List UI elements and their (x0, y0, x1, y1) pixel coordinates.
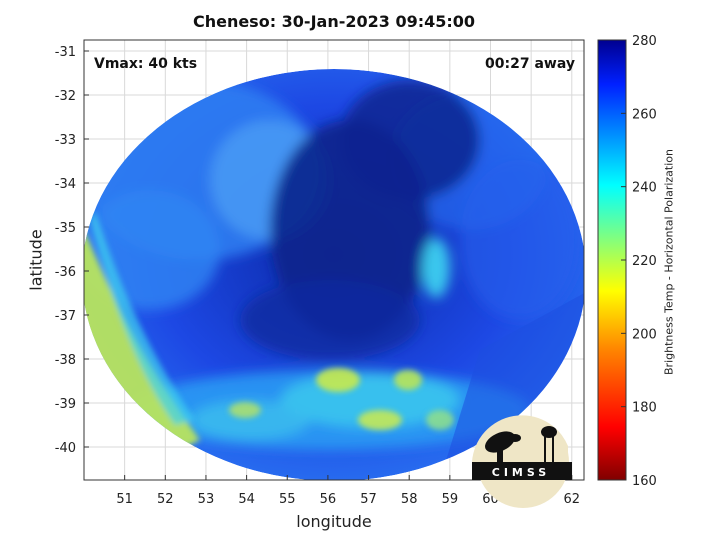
colorbar-tick-label: 180 (632, 401, 657, 416)
axes-frame (83, 39, 585, 481)
y-tick-label: -37 (55, 309, 76, 324)
y-tick-label: -35 (55, 221, 76, 236)
x-tick-label: 53 (198, 492, 215, 507)
cimss-logo: CIMSS (472, 415, 572, 508)
colorbar-tick-label: 240 (632, 181, 657, 196)
y-tick-label: -40 (55, 441, 76, 456)
chart-title: Cheneso: 30-Jan-2023 09:45:00 (192, 12, 476, 31)
colorbar-tick-label: 280 (632, 34, 657, 49)
logo-text: CIMSS (492, 466, 550, 479)
y-tick-label: -38 (55, 353, 76, 368)
y-tick-label: -31 (55, 45, 76, 60)
y-axis-ticks: -31 -32 -33 -34 -35 -36 -37 -38 -39 -40 (55, 45, 89, 456)
x-tick-label: 58 (401, 492, 418, 507)
x-tick-label: 52 (157, 492, 174, 507)
vmax-label: Vmax: 40 kts (94, 56, 197, 72)
x-axis-label: longitude (296, 512, 372, 531)
colorbar-tick-label: 220 (632, 254, 657, 269)
x-axis-ticks: 515253545556575859606162 (116, 475, 580, 507)
time-away-label: 00:27 away (485, 56, 575, 72)
x-tick-label: 56 (320, 492, 337, 507)
x-tick-label: 54 (238, 492, 255, 507)
y-tick-label: -33 (55, 133, 76, 148)
colorbar-tick-label: 200 (632, 327, 657, 342)
y-tick-label: -34 (55, 177, 76, 192)
x-tick-label: 57 (360, 492, 377, 507)
y-tick-label: -32 (55, 89, 76, 104)
x-tick-label: 51 (116, 492, 133, 507)
x-tick-label: 59 (442, 492, 459, 507)
y-tick-label: -39 (55, 397, 76, 412)
colorbar-tick-label: 160 (632, 474, 657, 489)
colorbar-ticks: 160 180 200 220 240 260 280 (621, 34, 657, 489)
colorbar-tick-label: 260 (632, 107, 657, 122)
y-tick-label: -36 (55, 265, 76, 280)
x-tick-label: 55 (279, 492, 296, 507)
x-tick-label: 62 (564, 492, 581, 507)
